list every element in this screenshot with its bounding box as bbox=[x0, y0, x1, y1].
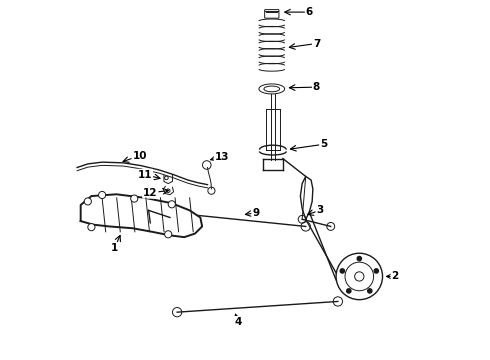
Text: 5: 5 bbox=[320, 139, 327, 149]
Circle shape bbox=[98, 192, 106, 199]
Circle shape bbox=[357, 256, 362, 261]
Text: 7: 7 bbox=[313, 39, 320, 49]
Circle shape bbox=[88, 224, 95, 231]
Text: 3: 3 bbox=[317, 205, 323, 215]
Circle shape bbox=[168, 201, 175, 208]
Text: 6: 6 bbox=[306, 7, 313, 17]
Circle shape bbox=[374, 269, 378, 273]
Text: 13: 13 bbox=[215, 152, 229, 162]
Circle shape bbox=[340, 269, 344, 273]
Text: 1: 1 bbox=[111, 243, 118, 253]
Text: 10: 10 bbox=[132, 151, 147, 161]
Text: 9: 9 bbox=[252, 208, 259, 218]
Circle shape bbox=[346, 289, 351, 293]
Circle shape bbox=[131, 195, 138, 202]
Text: 2: 2 bbox=[392, 271, 399, 282]
Text: 8: 8 bbox=[313, 82, 320, 92]
Polygon shape bbox=[81, 194, 202, 237]
Circle shape bbox=[165, 231, 172, 238]
Circle shape bbox=[368, 289, 372, 293]
Text: 12: 12 bbox=[143, 188, 158, 198]
Text: 11: 11 bbox=[138, 170, 152, 180]
Text: 4: 4 bbox=[234, 317, 242, 327]
Circle shape bbox=[84, 198, 92, 205]
